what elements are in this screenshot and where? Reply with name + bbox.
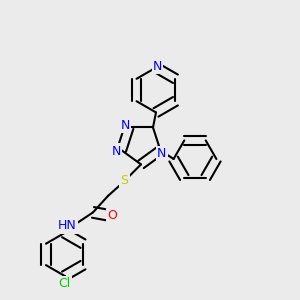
Text: N: N: [112, 145, 121, 158]
Text: N: N: [153, 60, 162, 73]
Text: N: N: [157, 147, 167, 161]
Text: N: N: [121, 118, 130, 132]
Text: Cl: Cl: [58, 277, 70, 290]
Text: O: O: [108, 209, 117, 222]
Text: S: S: [121, 174, 128, 188]
Text: HN: HN: [58, 219, 77, 232]
